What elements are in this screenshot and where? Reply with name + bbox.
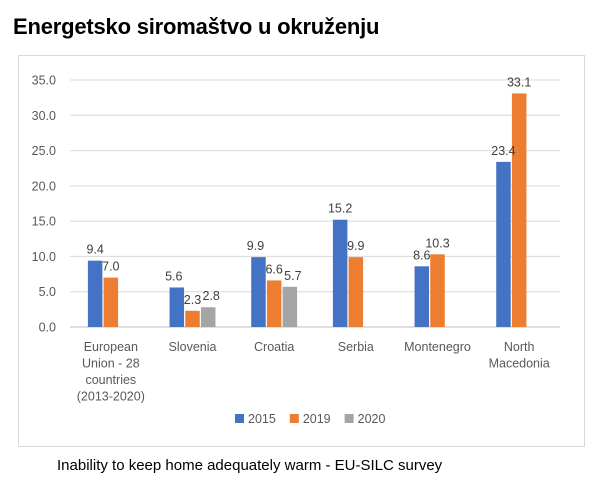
x-category-label: Montenegro: [404, 340, 471, 354]
x-category-label: Macedonia: [489, 357, 550, 371]
y-tick-label: 20.0: [32, 179, 56, 193]
bar-2019: [430, 254, 445, 327]
data-labels: 9.47.05.62.3 2.89.96.6 5.715.29.98.610.323…: [86, 75, 531, 306]
page-title: Energetsko siromaštvo u okruženju: [13, 14, 380, 39]
data-label: 15.2: [328, 202, 352, 216]
bars: [87, 93, 527, 327]
legend: 2015 2019 2020: [235, 412, 385, 426]
chart-caption: Inability to keep home adequately warm -…: [57, 457, 443, 474]
data-label: 10.3: [425, 236, 449, 250]
legend-label: 2020: [358, 412, 386, 426]
bar-2015: [332, 219, 348, 327]
y-tick-label: 30.0: [32, 109, 56, 123]
y-tick-label: 25.0: [32, 144, 56, 158]
y-tick-label: 5.0: [39, 285, 56, 299]
bar-2015: [169, 287, 185, 327]
bar-2015: [251, 257, 266, 327]
y-tick-label: 0.0: [39, 321, 56, 335]
data-label: 6.6: [265, 262, 282, 276]
x-category-label: European: [84, 340, 138, 354]
y-tick-label: 10.0: [32, 250, 56, 264]
bar-2019: [348, 257, 364, 327]
x-category-label: (2013-2020): [77, 390, 145, 404]
bar-2019: [266, 280, 282, 327]
x-category-label: Serbia: [338, 340, 374, 354]
data-label: 5.6: [165, 269, 182, 283]
data-label: 23.4: [491, 144, 515, 158]
data-label: 8.6: [413, 248, 430, 262]
x-category-label: North: [504, 340, 535, 354]
data-label: 5.7: [284, 269, 301, 283]
bar-2020: [200, 307, 216, 327]
data-label: 2.8: [203, 289, 220, 303]
data-label: 2.3: [184, 293, 201, 307]
bar-2015: [414, 266, 430, 327]
y-tick-label: 35.0: [32, 74, 56, 88]
data-label: 9.9: [347, 239, 364, 253]
x-category-label: Union - 28: [82, 357, 140, 371]
data-label: 9.9: [247, 239, 264, 253]
chart-frame: [18, 55, 585, 447]
x-category-label: Croatia: [254, 340, 294, 354]
x-category-label: Slovenia: [169, 340, 217, 354]
y-tick-label: 15.0: [32, 215, 56, 229]
bar-2015: [87, 260, 103, 327]
data-label: 9.4: [86, 243, 103, 257]
legend-swatch: [289, 414, 299, 423]
y-axis: 0.0 5.0 10.0 15.0 20.0 25.0 30.0 35.0: [32, 74, 56, 335]
bar-2020: [282, 286, 298, 327]
data-label: 7.0: [102, 260, 119, 274]
data-label: 33.1: [507, 75, 531, 89]
x-axis: European Union - 28 countries (2013-2020) Sl…: [77, 340, 550, 404]
legend-swatch: [235, 414, 244, 423]
legend-swatch: [344, 414, 354, 423]
gridlines: [70, 79, 560, 328]
bar-2019: [185, 310, 200, 327]
bar-2015: [496, 161, 511, 327]
bar-2019: [511, 93, 527, 327]
x-category-label: countries: [85, 373, 136, 387]
bar-2019: [103, 277, 119, 327]
legend-label: 2019: [303, 412, 331, 426]
legend-label: 2015: [248, 412, 276, 426]
